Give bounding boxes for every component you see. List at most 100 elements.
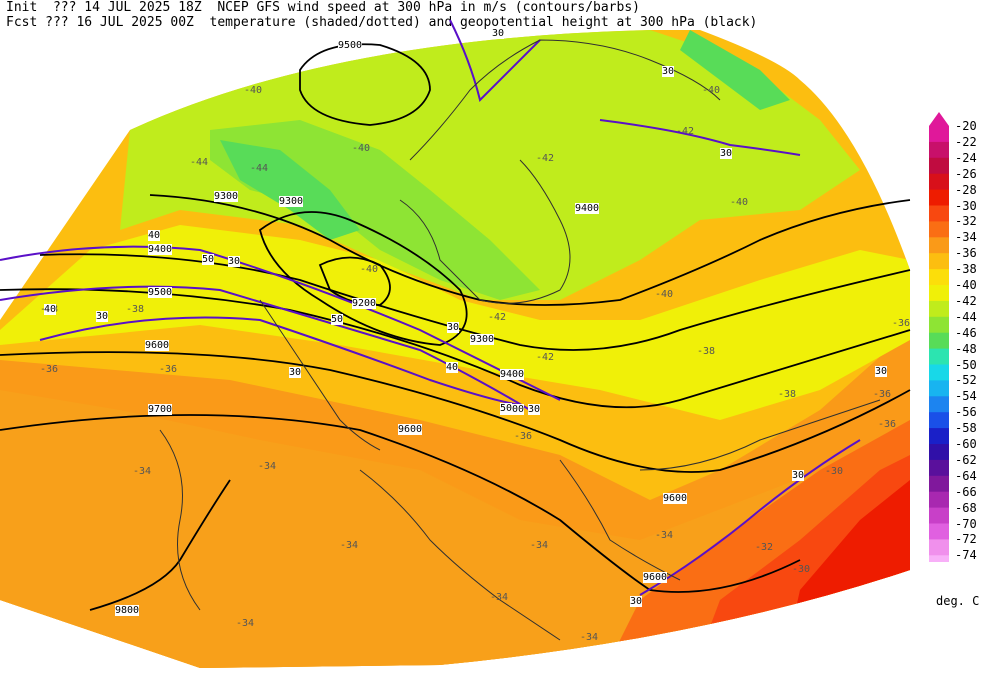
legend-label: -38 [955, 262, 977, 277]
temp-label: -30 [825, 466, 844, 477]
temp-label: -34 [340, 540, 359, 551]
height-label: 9600 [643, 572, 668, 583]
fcst-time: ??? 16 JUL 2025 00Z [45, 15, 194, 30]
legend-swatch [929, 205, 949, 222]
legend-label: -30 [955, 198, 977, 213]
legend-label: -28 [955, 182, 977, 197]
height-label: 9200 [352, 298, 377, 309]
temp-label: -40 [702, 85, 721, 96]
height-label: 9500 [500, 404, 525, 415]
wind-label: 40 [148, 230, 161, 241]
wind-label: 30 [228, 256, 241, 267]
legend-label: -52 [955, 373, 977, 388]
temp-label: -36 [40, 364, 59, 375]
height-label: 9800 [115, 605, 140, 616]
legend-units: deg. C [936, 594, 980, 608]
wind-label: 30 [630, 596, 643, 607]
legend-swatch [929, 459, 949, 477]
legend-swatch [929, 316, 949, 334]
temp-label: -40 [244, 85, 263, 96]
temp-label: -34 [580, 632, 599, 643]
init-prefix: Init [6, 0, 38, 15]
wind-label: 30 [492, 28, 505, 39]
temp-label: -36 [878, 419, 897, 430]
height-label: 9400 [500, 369, 525, 380]
wind-label: 40 [446, 362, 459, 373]
coastlines [159, 39, 881, 641]
wind-label: 30 [792, 470, 805, 481]
wind-label: 30 [447, 322, 460, 333]
temp-label: -36 [159, 364, 178, 375]
legend-swatch [929, 269, 949, 286]
temp-label: -44 [250, 163, 269, 174]
legend-label: -24 [955, 150, 977, 165]
legend-label: -64 [955, 468, 977, 483]
temp-label: -34 [258, 461, 277, 472]
legend-swatch [929, 285, 949, 302]
wind-label: 50 [500, 403, 513, 414]
legend-swatch [929, 141, 949, 159]
height-label: 9600 [398, 424, 423, 435]
temp-label: -34 [655, 530, 674, 541]
temp-label: -42 [676, 126, 695, 137]
legend-swatch [929, 332, 949, 350]
legend-label: -44 [955, 309, 977, 324]
wind-label: 50 [331, 314, 344, 325]
wind-label: 30 [289, 367, 302, 378]
legend-label: -72 [955, 532, 977, 547]
header-line-1: Init ??? 14 JUL 2025 18Z NCEP GFS wind s… [6, 0, 640, 16]
legend-swatch [929, 221, 949, 238]
wind-label: 30 [662, 66, 675, 77]
legend-label: -60 [955, 437, 977, 451]
wind-label: 30 [528, 404, 541, 415]
height-label: 9500 [148, 287, 173, 298]
height-label: 9400 [148, 244, 173, 255]
legend-label: -66 [955, 484, 977, 499]
legend-label: -46 [955, 325, 977, 340]
wind-label: 30 [720, 148, 733, 159]
header-line-2: Fcst ??? 16 JUL 2025 00Z temperature (sh… [6, 15, 757, 31]
temp-label: -44 [190, 157, 209, 168]
temp-label: -38 [126, 304, 145, 315]
legend-swatch [929, 126, 949, 143]
legend-label: -26 [955, 166, 977, 181]
height-label: 9600 [663, 493, 688, 504]
legend-label: -68 [955, 500, 977, 515]
height-label: 9600 [145, 340, 170, 351]
temp-label: -34 [133, 466, 152, 477]
temp-label: -42 [536, 153, 555, 164]
legend-label: -54 [955, 389, 977, 404]
legend-label: -40 [955, 278, 977, 292]
temp-label: -38 [778, 389, 797, 400]
temp-label: -36 [892, 318, 911, 329]
legend-label: -36 [955, 246, 977, 261]
legend-swatch [929, 348, 949, 365]
color-legend [929, 112, 949, 562]
legend-swatch [929, 428, 949, 445]
legend-label: -74 [955, 548, 977, 563]
legend-label: -48 [955, 341, 977, 356]
legend-swatch [929, 189, 949, 206]
legend-swatch [929, 396, 949, 413]
legend-swatch [929, 507, 949, 524]
chart-title-1: NCEP GFS wind speed at 300 hPa in m/s (c… [217, 0, 640, 15]
legend-swatch [929, 539, 949, 556]
temp-label: -34 [530, 540, 549, 551]
legend-swatch [929, 555, 949, 562]
legend-swatch [929, 523, 949, 540]
legend-swatch [929, 380, 949, 397]
legend-label: -70 [955, 516, 977, 531]
legend-swatch [929, 475, 949, 493]
legend-label: -42 [955, 293, 977, 308]
legend-label: -58 [955, 421, 977, 436]
wind-speed-contours [0, 19, 861, 596]
init-time: ??? 14 JUL 2025 18Z [52, 0, 202, 15]
legend-label: -56 [955, 405, 977, 420]
legend-swatch [929, 491, 949, 509]
temp-label: -36 [514, 431, 533, 442]
height-label: 9500 [338, 40, 363, 51]
legend-label: -32 [955, 214, 977, 229]
wind-label: 30 [875, 366, 888, 377]
height-label: 9300 [470, 334, 495, 345]
wind-label: 30 [96, 311, 109, 322]
